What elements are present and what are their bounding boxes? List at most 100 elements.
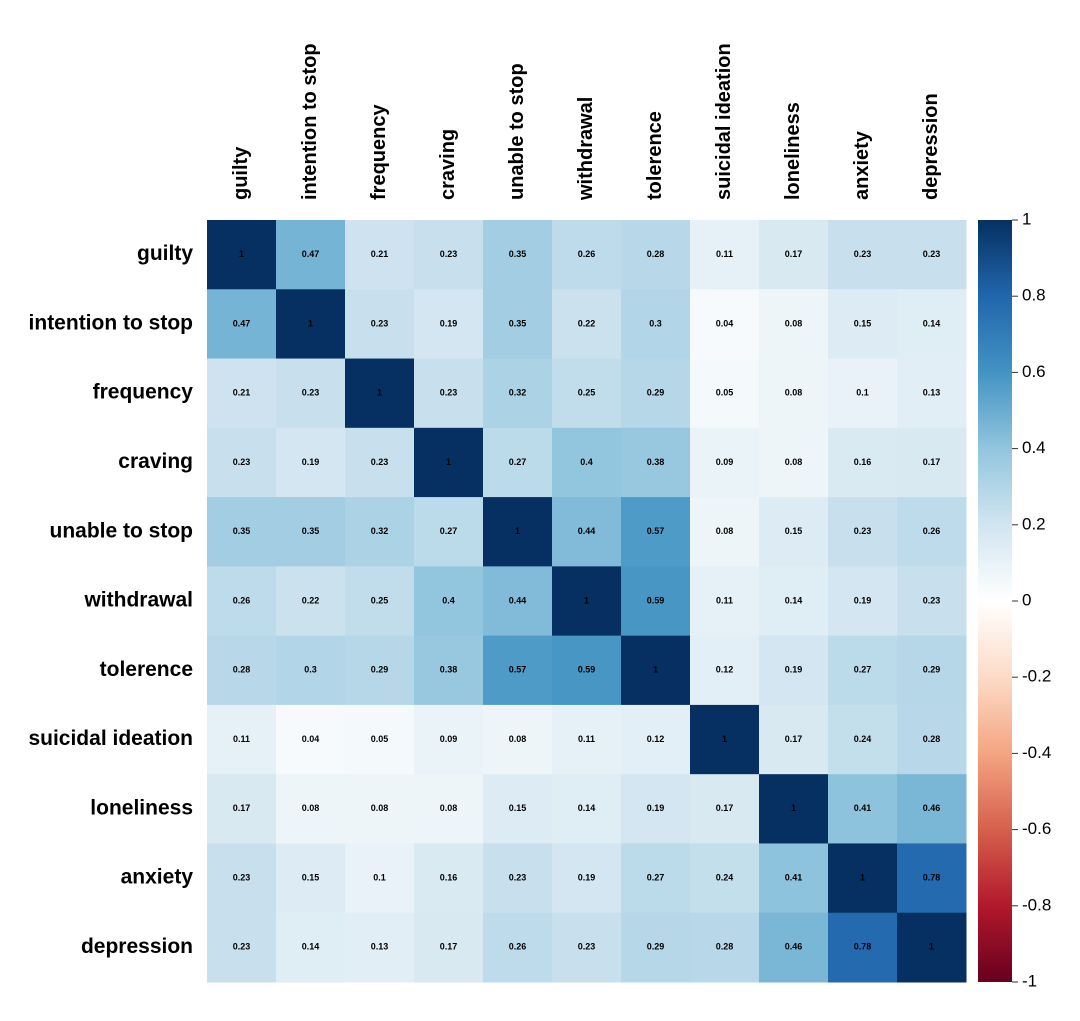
colorbar-tick-label: -0.2 <box>1022 667 1051 686</box>
cell <box>897 843 967 914</box>
cell-label: 0.32 <box>509 388 527 398</box>
cell-label: 0.38 <box>647 457 665 467</box>
cell-label: 0.24 <box>716 872 734 882</box>
cell <box>690 704 760 775</box>
cell <box>897 774 967 844</box>
cell-label: 0.26 <box>233 595 251 605</box>
cell-label: 0.19 <box>302 457 320 467</box>
cell <box>759 704 829 775</box>
cell-label: 0.23 <box>854 526 872 536</box>
cell <box>276 774 346 844</box>
cell <box>552 220 622 290</box>
cell-label: 0.08 <box>785 318 803 328</box>
cell <box>276 912 346 983</box>
cell-label: 1 <box>929 942 934 952</box>
cell-label: 0.27 <box>509 457 527 467</box>
cell <box>345 635 415 706</box>
cell <box>414 704 484 775</box>
cell <box>828 635 898 706</box>
cell-label: 0.13 <box>371 942 389 952</box>
cell-label: 0.04 <box>302 734 320 744</box>
cell <box>897 358 967 429</box>
cell-label: 0.26 <box>578 249 596 259</box>
cell-label: 0.19 <box>854 595 872 605</box>
cell <box>552 912 622 983</box>
cell-label: 0.27 <box>647 872 665 882</box>
cell <box>621 774 691 844</box>
cell <box>414 358 484 429</box>
cell <box>345 497 415 567</box>
cell-label: 0.26 <box>923 526 941 536</box>
cell-label: 0.28 <box>716 942 734 952</box>
cell <box>483 704 553 775</box>
cell-label: 0.4 <box>442 595 455 605</box>
cell <box>207 843 277 914</box>
cell-label: 0.57 <box>509 665 527 675</box>
cell <box>690 635 760 706</box>
cell <box>207 497 277 567</box>
cell <box>759 912 829 983</box>
cell <box>690 358 760 429</box>
cell <box>897 497 967 567</box>
cell-label: 0.21 <box>371 249 389 259</box>
colorbar-tick-label: 0.2 <box>1022 514 1046 533</box>
row-label: guilty <box>137 242 193 265</box>
cell-label: 0.41 <box>854 803 872 813</box>
cell-label: 0.23 <box>854 249 872 259</box>
cell <box>483 843 553 914</box>
cell <box>414 566 484 637</box>
cell-label: 0.44 <box>509 595 527 605</box>
cell <box>345 704 415 775</box>
row-label: anxiety <box>121 866 194 889</box>
cell-label: 0.15 <box>854 318 872 328</box>
cell <box>552 358 622 429</box>
cell-label: 0.17 <box>233 803 251 813</box>
column-label: intention to stop <box>299 43 321 200</box>
cell <box>759 843 829 914</box>
cell-label: 0.08 <box>371 803 389 813</box>
cell <box>621 704 691 775</box>
cell <box>483 427 553 498</box>
cell-label: 0.14 <box>923 318 941 328</box>
cell <box>483 289 553 360</box>
cell <box>483 358 553 429</box>
cell <box>483 912 553 983</box>
row-label: frequency <box>93 381 194 404</box>
cell-label: 0.17 <box>785 249 803 259</box>
cell-label: 0.47 <box>302 249 320 259</box>
cell-label: 0.11 <box>578 734 595 744</box>
cell-label: 0.17 <box>785 734 803 744</box>
cell <box>828 358 898 429</box>
cell-label: 0.78 <box>923 872 941 882</box>
cell <box>276 843 346 914</box>
cell <box>690 912 760 983</box>
cell-label: 0.04 <box>716 318 734 328</box>
cell <box>483 497 553 567</box>
cell <box>276 289 346 360</box>
cell-label: 0.14 <box>785 595 803 605</box>
cell <box>828 220 898 290</box>
cell <box>897 427 967 498</box>
cell-label: 0.23 <box>233 457 251 467</box>
cell <box>207 427 277 498</box>
cell <box>759 289 829 360</box>
cell-label: 0.23 <box>578 942 596 952</box>
cell-label: 0.59 <box>578 665 596 675</box>
cell-label: 0.1 <box>373 872 386 882</box>
cell <box>414 220 484 290</box>
row-label: depression <box>81 935 193 958</box>
cell <box>276 427 346 498</box>
cell <box>207 289 277 360</box>
cell-label: 0.17 <box>923 457 941 467</box>
cell <box>483 566 553 637</box>
row-label: tolerence <box>100 658 193 681</box>
cell <box>414 843 484 914</box>
cell-label: 1 <box>722 734 727 744</box>
cell-label: 0.3 <box>304 665 317 675</box>
cell-label: 0.08 <box>302 803 320 813</box>
cell-label: 0.25 <box>578 388 596 398</box>
cell <box>759 774 829 844</box>
cell <box>690 843 760 914</box>
cell <box>690 289 760 360</box>
cell-label: 0.46 <box>785 942 803 952</box>
